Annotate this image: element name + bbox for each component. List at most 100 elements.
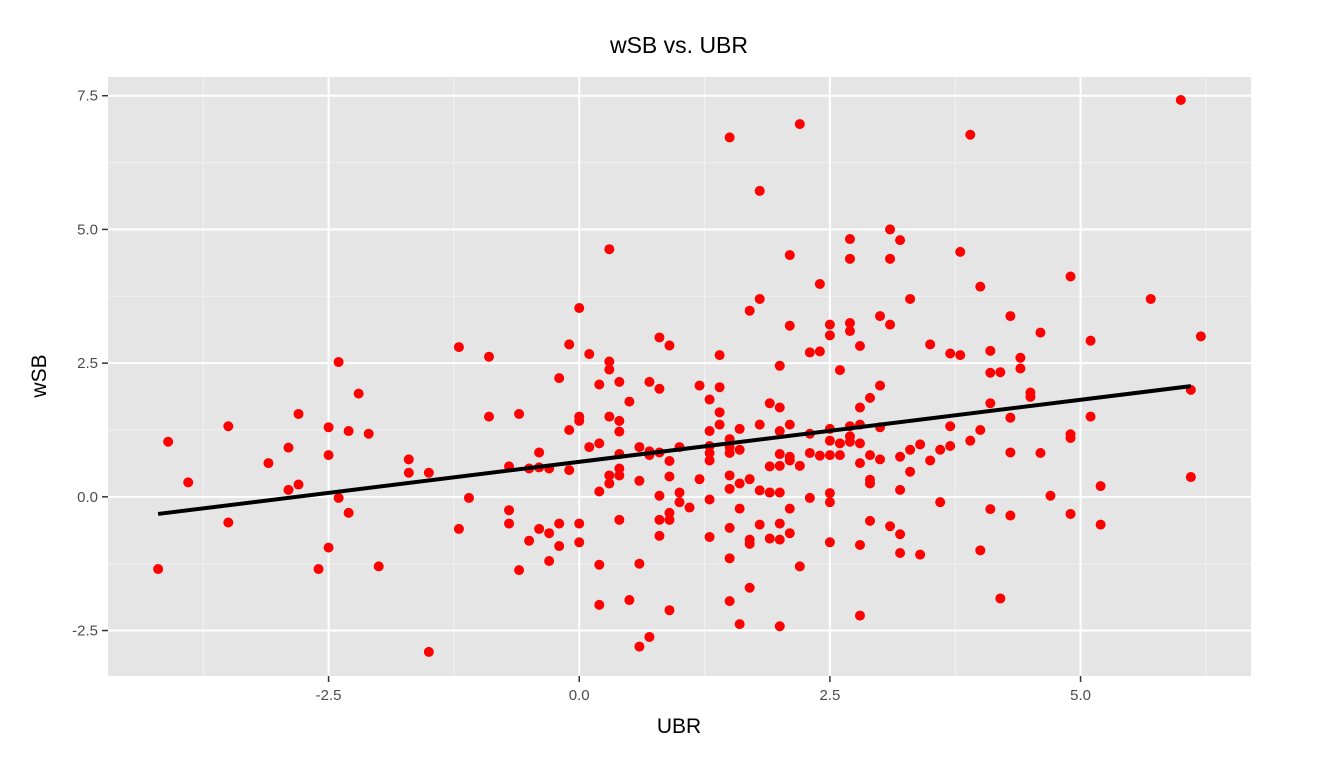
data-point: [423, 646, 434, 657]
data-point: [935, 444, 946, 455]
data-points: [153, 94, 1206, 657]
data-point: [724, 132, 735, 143]
data-point: [734, 444, 745, 455]
data-point: [564, 465, 575, 476]
data-point: [614, 470, 625, 481]
data-point: [594, 486, 605, 497]
data-point: [333, 492, 344, 503]
data-point: [524, 535, 535, 546]
data-point: [704, 494, 715, 505]
data-point: [865, 478, 875, 489]
data-point: [905, 466, 916, 477]
data-point: [1065, 508, 1076, 519]
data-point: [895, 451, 906, 462]
data-point: [594, 559, 605, 570]
data-point: [183, 477, 194, 488]
y-tick-label: -2.5: [72, 623, 98, 640]
data-point: [784, 320, 795, 331]
data-point: [704, 455, 715, 466]
data-point: [744, 538, 755, 549]
data-point: [854, 438, 865, 449]
data-point: [764, 487, 775, 498]
data-point: [784, 419, 795, 430]
data-point: [824, 497, 835, 508]
data-point: [754, 185, 765, 196]
data-point: [824, 488, 835, 499]
data-point: [724, 483, 735, 494]
data-point: [875, 454, 886, 465]
data-point: [574, 303, 585, 314]
data-point: [1035, 327, 1046, 338]
data-point: [975, 545, 986, 556]
data-point: [664, 507, 675, 518]
data-point: [694, 380, 705, 391]
data-point: [614, 376, 625, 387]
data-point: [734, 423, 745, 434]
data-point: [223, 517, 234, 528]
data-point: [604, 364, 615, 375]
data-point: [905, 444, 916, 455]
data-point: [654, 383, 665, 394]
data-point: [664, 340, 675, 351]
data-point: [554, 373, 565, 384]
data-point: [764, 533, 775, 544]
data-point: [574, 537, 585, 548]
data-point: [714, 419, 725, 430]
data-point: [834, 438, 845, 449]
data-point: [975, 281, 986, 292]
data-point: [674, 497, 685, 508]
data-point: [604, 411, 615, 422]
data-point: [644, 376, 655, 387]
data-point: [654, 332, 665, 343]
data-point: [554, 518, 565, 529]
data-point: [854, 539, 865, 550]
data-point: [905, 293, 916, 304]
data-point: [885, 253, 896, 264]
data-point: [915, 549, 926, 560]
data-point: [604, 478, 615, 489]
data-point: [574, 518, 585, 529]
data-point: [875, 380, 886, 391]
data-point: [263, 458, 274, 469]
data-point: [544, 556, 555, 567]
data-point: [694, 474, 705, 485]
data-point: [854, 610, 865, 621]
data-point: [794, 119, 805, 130]
data-point: [654, 530, 665, 541]
data-point: [804, 347, 815, 358]
data-point: [624, 396, 635, 407]
data-point: [484, 351, 494, 362]
data-point: [604, 244, 615, 255]
data-point: [915, 439, 926, 450]
data-point: [925, 339, 936, 350]
data-point: [804, 447, 815, 458]
y-tick-label: 2.5: [77, 355, 98, 372]
data-point: [1185, 472, 1196, 483]
grid-lines: [108, 77, 1251, 676]
data-point: [844, 318, 855, 329]
data-point: [724, 447, 735, 458]
data-point: [734, 619, 745, 630]
data-point: [554, 541, 565, 552]
data-point: [534, 523, 545, 534]
data-point: [614, 514, 625, 525]
data-point: [333, 357, 344, 368]
data-point: [654, 514, 665, 525]
data-point: [824, 450, 835, 461]
data-point: [423, 467, 434, 478]
data-point: [1175, 94, 1186, 105]
data-point: [824, 330, 835, 341]
trend-line-group: [157, 384, 1192, 516]
data-point: [1095, 481, 1106, 492]
x-tick-label: 5.0: [1070, 687, 1091, 704]
data-point: [323, 542, 334, 553]
data-point: [353, 388, 364, 399]
data-point: [1015, 363, 1026, 374]
data-point: [895, 235, 906, 246]
data-point: [734, 478, 745, 489]
data-point: [885, 521, 896, 532]
data-point: [854, 458, 865, 469]
data-point: [764, 461, 775, 472]
data-point: [965, 129, 976, 140]
data-point: [895, 547, 906, 558]
